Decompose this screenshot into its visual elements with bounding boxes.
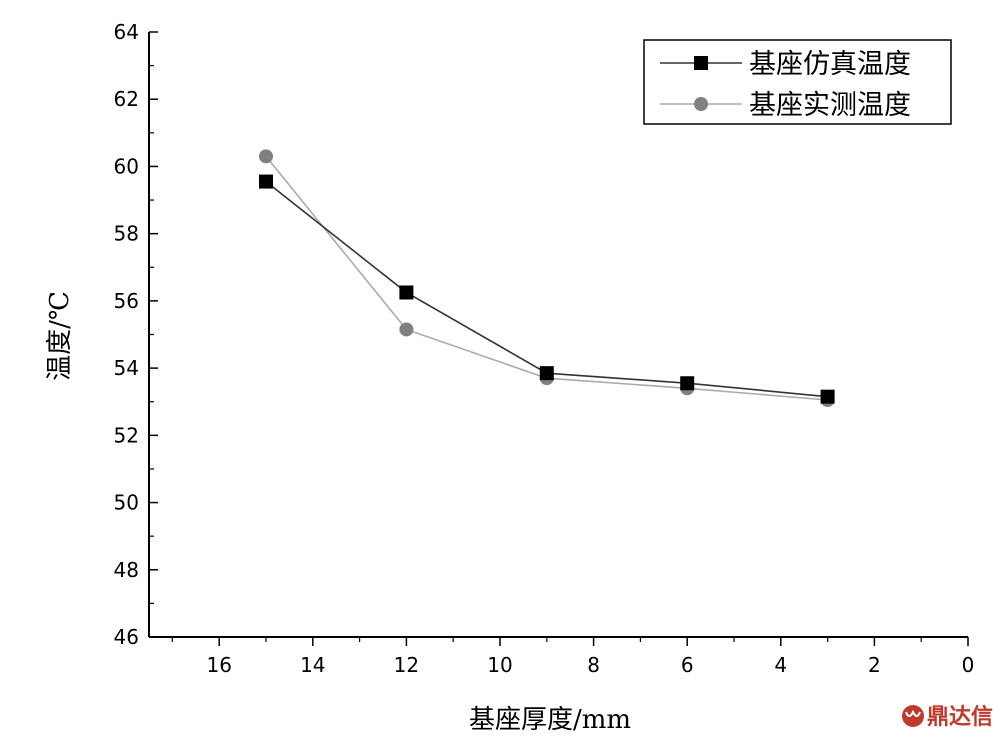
x-tick-label: 6: [681, 653, 694, 677]
y-tick-label: 64: [114, 20, 139, 44]
legend-label-measured: 基座实测温度: [749, 90, 911, 121]
series-layer: [259, 149, 835, 408]
legend: 基座仿真温度 基座实测温度: [643, 39, 952, 125]
y-tick-label: 54: [114, 356, 139, 380]
data-point-square: [680, 376, 695, 391]
x-tick-label: 10: [487, 653, 512, 677]
x-tick-label: 2: [868, 653, 881, 677]
y-tick-label: 48: [114, 558, 139, 582]
data-point-square: [539, 366, 554, 381]
y-tick-label: 62: [114, 87, 139, 111]
y-tick-label: 56: [114, 289, 139, 313]
legend-marker-simulated: [694, 56, 708, 70]
y-tick-label: 50: [114, 491, 139, 515]
x-tick-label: 16: [206, 653, 231, 677]
y-axis-title: 温度/℃: [45, 291, 75, 381]
dingdaxin-logo-icon: [902, 705, 924, 727]
data-point-circle: [259, 149, 273, 164]
x-tick-label: 8: [587, 653, 600, 677]
data-point-circle: [399, 322, 414, 337]
y-tick-label: 52: [114, 423, 139, 447]
series-line-1: [265, 155, 828, 401]
x-tick-label: 12: [394, 653, 419, 677]
legend-box: [643, 39, 952, 125]
x-tick-label: 0: [962, 653, 975, 677]
series-line-0: [265, 180, 828, 398]
x-tick-label: 14: [300, 653, 325, 677]
y-tick-label: 60: [114, 154, 139, 178]
data-point-square: [399, 285, 414, 300]
watermark-text: 鼎达信: [927, 704, 993, 730]
legend-marker-measured: [694, 97, 708, 111]
watermark: 鼎达信: [902, 704, 993, 730]
x-axis-title: 基座厚度/mm: [469, 705, 631, 735]
y-tick-label: 46: [114, 625, 139, 649]
x-tick-label: 4: [774, 653, 787, 677]
y-tick-label: 58: [114, 222, 139, 246]
data-point-square: [820, 389, 835, 404]
legend-label-simulated: 基座仿真温度: [749, 49, 911, 80]
data-point-square: [259, 174, 273, 189]
